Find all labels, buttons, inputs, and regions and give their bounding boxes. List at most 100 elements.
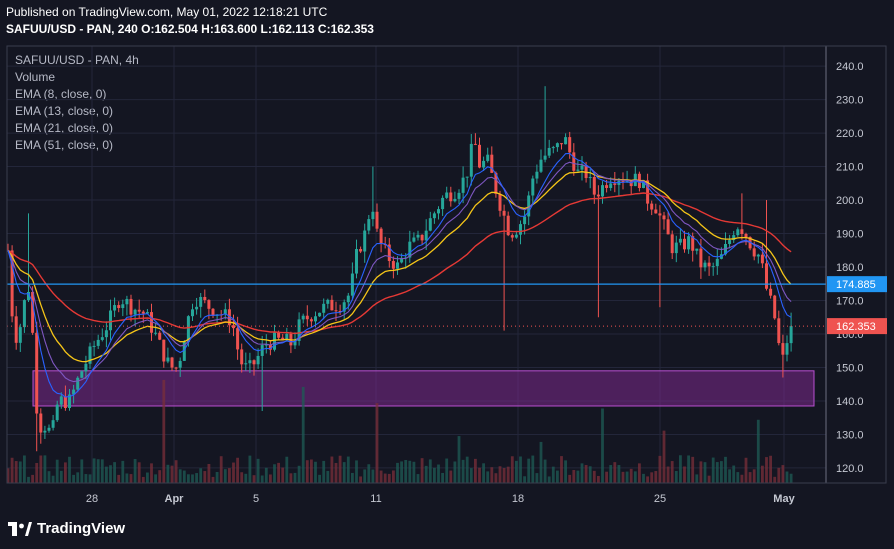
candle-body <box>420 234 424 241</box>
plot-border <box>6 45 887 484</box>
candle-body <box>498 193 502 211</box>
candle-body <box>227 309 231 326</box>
volume-bar <box>625 471 629 483</box>
volume-bar <box>228 468 231 483</box>
candle-body <box>756 254 760 257</box>
volume-bar <box>633 471 637 483</box>
candle-body <box>601 185 604 197</box>
candle-body <box>240 349 244 365</box>
candle-body <box>355 249 358 274</box>
candle-body <box>170 357 174 368</box>
legend-ema51[interactable]: EMA (51, close, 0) <box>15 138 114 152</box>
candle-body <box>232 325 235 329</box>
legend-ema8[interactable]: EMA (8, close, 0) <box>15 87 107 101</box>
x-tick-label: 5 <box>253 493 259 505</box>
candle-body <box>84 363 88 372</box>
volume-bar <box>428 459 432 483</box>
volume-bar <box>187 474 190 483</box>
volume-bar <box>666 466 670 483</box>
candle-body <box>560 143 563 145</box>
candle-body <box>683 238 686 250</box>
volume-bar <box>178 469 182 483</box>
candle-body <box>760 254 764 264</box>
candle-body <box>428 218 432 231</box>
y-tick-label: 220.0 <box>836 128 864 140</box>
volume-bar <box>720 461 723 483</box>
volume-bar <box>273 464 276 483</box>
candle-body <box>412 237 416 242</box>
candle-body <box>109 310 112 331</box>
volume-bar <box>437 464 440 483</box>
volume-bar <box>523 476 526 483</box>
volume-bar <box>113 462 116 483</box>
tradingview-logo[interactable]: TradingView <box>8 520 125 537</box>
candle-body <box>461 177 465 193</box>
volume-bar <box>465 456 469 483</box>
volume-bar <box>556 470 559 483</box>
candle-body <box>539 159 543 172</box>
candle-body <box>658 213 662 216</box>
volume-bar <box>617 465 621 483</box>
volume-bar <box>396 462 399 483</box>
volume-bar <box>10 457 14 483</box>
candle-body <box>293 340 297 346</box>
candle-body <box>695 248 699 251</box>
volume-bar <box>703 462 707 483</box>
volume-bar <box>39 455 43 483</box>
volume-bar <box>420 458 424 483</box>
volume-bar <box>547 476 551 483</box>
volume-bar <box>469 468 473 483</box>
ohlc-readout: SAFUU/USD - PAN, 240 O:162.504 H:163.600… <box>6 22 374 36</box>
volume-bar <box>674 470 678 483</box>
candle-body <box>318 312 322 317</box>
legend-ema21[interactable]: EMA (21, close, 0) <box>15 121 114 135</box>
candle-body <box>244 363 248 365</box>
candle-body <box>104 330 108 338</box>
candle-body <box>547 147 551 156</box>
volume-bar <box>47 471 51 483</box>
candle-body <box>359 249 363 252</box>
candle-body <box>154 332 158 334</box>
y-tick-label: 210.0 <box>836 162 864 174</box>
volume-bar <box>789 473 793 483</box>
volume-bar <box>404 460 408 483</box>
candle-body <box>555 143 559 148</box>
x-tick-label: May <box>773 493 795 505</box>
candle-body <box>732 235 736 241</box>
volume-bar <box>158 470 162 483</box>
ema-13-line <box>7 161 792 383</box>
candle-body <box>473 143 477 145</box>
candle-body <box>363 230 367 252</box>
candle-body <box>145 312 149 314</box>
legend-volume[interactable]: Volume <box>15 70 56 84</box>
volume-bar <box>281 467 285 483</box>
volume-bar <box>117 474 121 483</box>
volume-bar <box>765 457 768 483</box>
candle-body <box>76 377 80 390</box>
candle-body <box>63 396 67 408</box>
candle-body <box>31 291 35 333</box>
level-price-text: 174.885 <box>836 279 876 291</box>
candle-body <box>55 404 59 421</box>
volume-bar <box>711 457 715 483</box>
candle-body <box>236 328 240 350</box>
candle-body <box>736 229 740 236</box>
candle-body <box>744 233 748 238</box>
candle-body <box>113 305 117 311</box>
candle-body <box>260 345 264 356</box>
y-tick-label: 240.0 <box>836 61 864 73</box>
legend-ema13[interactable]: EMA (13, close, 0) <box>15 104 114 118</box>
candle-body <box>449 192 453 202</box>
volume-bar <box>18 461 22 483</box>
candle-body <box>453 198 457 202</box>
volume-bar <box>6 468 10 483</box>
legend-symbol[interactable]: SAFUU/USD - PAN, 4h <box>15 53 139 67</box>
volume-bar <box>769 455 772 483</box>
volume-bar <box>301 386 305 483</box>
volume-bar <box>92 458 96 483</box>
candle-body <box>469 143 473 177</box>
candle-body <box>121 304 125 309</box>
volume-bar <box>43 455 47 483</box>
candle-body <box>527 195 531 217</box>
